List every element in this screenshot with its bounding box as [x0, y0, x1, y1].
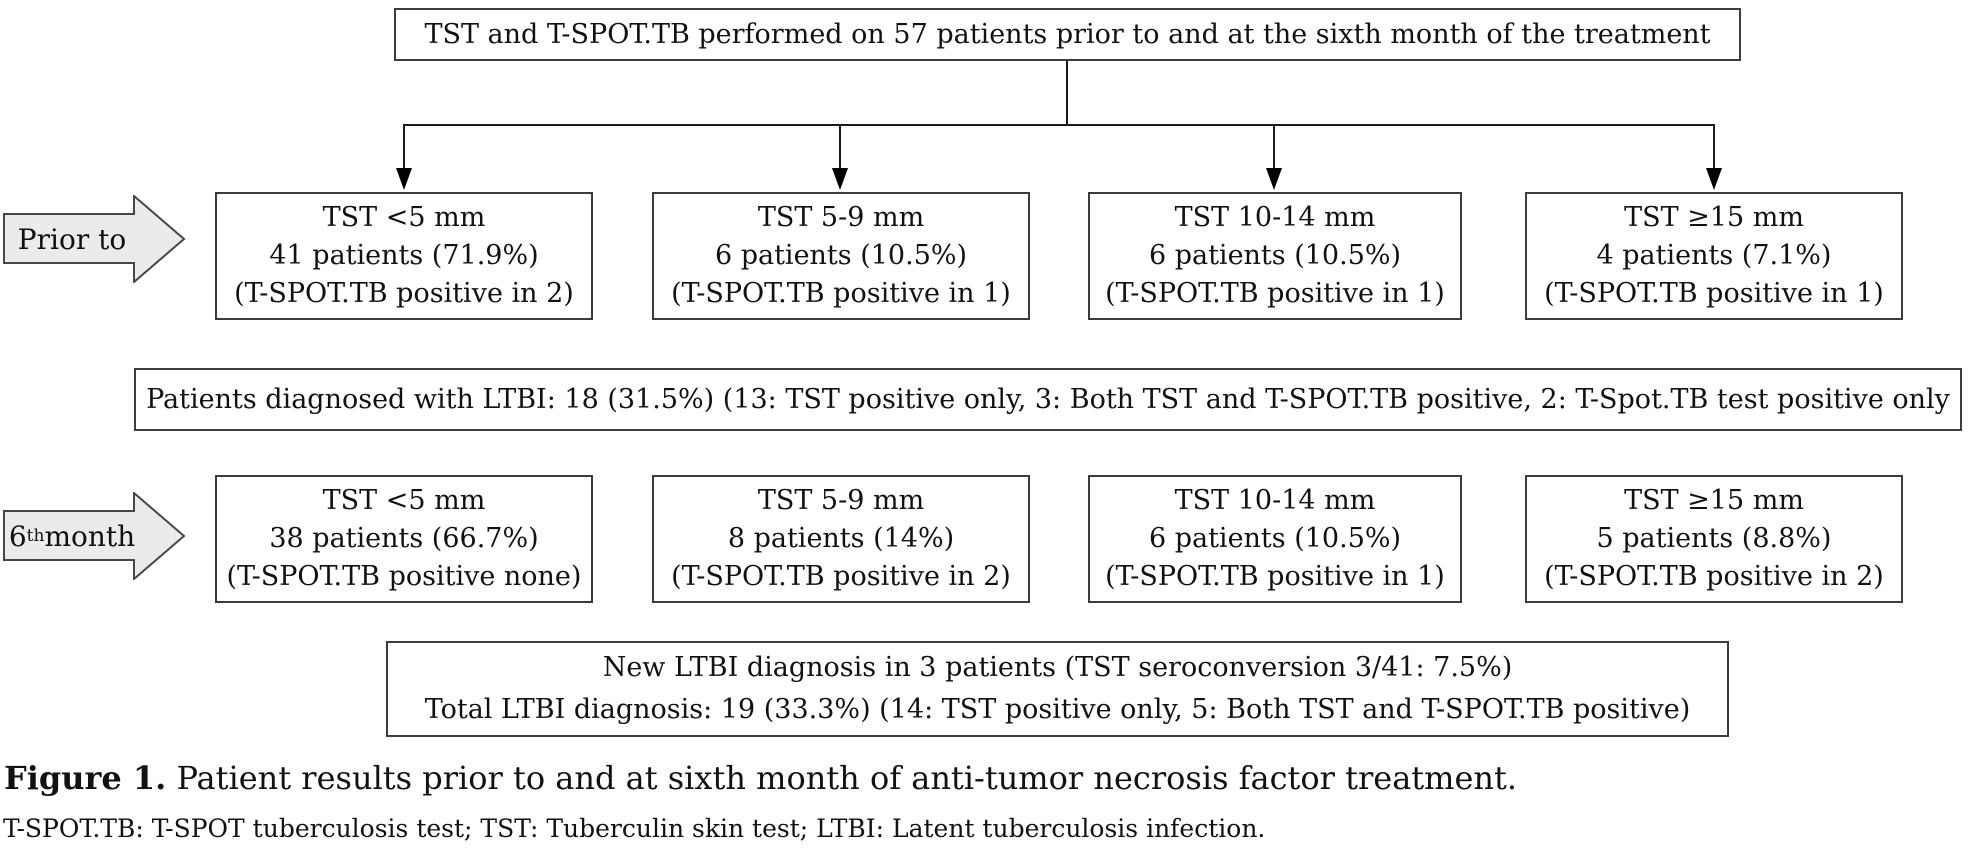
down-arrowhead-icon [1266, 168, 1282, 190]
box-line: (T-SPOT.TB positive in 1) [1105, 278, 1445, 309]
box-line: (T-SPOT.TB positive in 2) [671, 561, 1011, 592]
down-arrowhead-icon [396, 168, 412, 190]
box-line: TST 5-9 mm [757, 202, 925, 233]
right-block-arrow-icon [3, 492, 186, 580]
box-line: 6 patients (10.5%) [1148, 240, 1402, 271]
top-summary-box: TST and T-SPOT.TB performed on 57 patien… [394, 8, 1741, 61]
ltbi-diagnosis-box: Patients diagnosed with LTBI: 18 (31.5%)… [134, 368, 1962, 431]
box-line: (T-SPOT.TB positive in 1) [1544, 278, 1884, 309]
prior-box-tst-5-9: TST 5-9 mm 6 patients (10.5%) (T-SPOT.TB… [652, 192, 1030, 320]
box-line: TST ≥15 mm [1624, 485, 1804, 516]
sixth-box-tst-10-14: TST 10-14 mm 6 patients (10.5%) (T-SPOT.… [1088, 475, 1462, 603]
down-arrowhead-icon [1706, 168, 1722, 190]
box-line: TST <5 mm [322, 485, 486, 516]
figure-caption-label: Figure 1. [4, 759, 167, 797]
box-line: TST ≥15 mm [1624, 202, 1804, 233]
ltbi-diagnosis-text: Patients diagnosed with LTBI: 18 (31.5%)… [146, 383, 1950, 415]
connector-stem-2 [839, 124, 841, 170]
connector-stem-1 [403, 124, 405, 170]
total-ltbi-line: Total LTBI diagnosis: 19 (33.3%) (14: TS… [424, 694, 1691, 725]
box-line: TST <5 mm [322, 202, 486, 233]
box-line: 5 patients (8.8%) [1596, 523, 1832, 554]
down-arrowhead-icon [832, 168, 848, 190]
box-line: (T-SPOT.TB positive in 2) [1544, 561, 1884, 592]
connector-stem-3 [1273, 124, 1275, 170]
box-line: TST 10-14 mm [1174, 202, 1376, 233]
right-block-arrow-icon [3, 195, 186, 283]
prior-box-tst-lt5: TST <5 mm 41 patients (71.9%) (T-SPOT.TB… [215, 192, 593, 320]
sixth-box-tst-5-9: TST 5-9 mm 8 patients (14%) (T-SPOT.TB p… [652, 475, 1030, 603]
prior-box-tst-10-14: TST 10-14 mm 6 patients (10.5%) (T-SPOT.… [1088, 192, 1462, 320]
box-line: (T-SPOT.TB positive in 1) [1105, 561, 1445, 592]
total-ltbi-box: New LTBI diagnosis in 3 patients (TST se… [386, 641, 1729, 737]
sixth-box-tst-lt5: TST <5 mm 38 patients (66.7%) (T-SPOT.TB… [215, 475, 593, 603]
box-line: TST 10-14 mm [1174, 485, 1376, 516]
box-line: (T-SPOT.TB positive none) [226, 561, 582, 592]
sixth-month-number: 6 [8, 519, 27, 553]
box-line: 8 patients (14%) [727, 523, 955, 554]
box-line: 4 patients (7.1%) [1596, 240, 1832, 271]
new-ltbi-line: New LTBI diagnosis in 3 patients (TST se… [602, 652, 1513, 683]
connector-stem-4 [1713, 124, 1715, 170]
prior-to-block-arrow: Prior to [3, 195, 186, 283]
figure-caption: Figure 1. Patient results prior to and a… [4, 758, 1517, 798]
box-line: 6 patients (10.5%) [714, 240, 968, 271]
box-line: 6 patients (10.5%) [1148, 523, 1402, 554]
connector-horizontal-rail [404, 124, 1715, 126]
sixth-box-tst-ge15: TST ≥15 mm 5 patients (8.8%) (T-SPOT.TB … [1525, 475, 1903, 603]
box-line: (T-SPOT.TB positive in 1) [671, 278, 1011, 309]
top-summary-text: TST and T-SPOT.TB performed on 57 patien… [424, 18, 1711, 50]
figure-footnote: T-SPOT.TB: T-SPOT tuberculosis test; TST… [3, 814, 1266, 843]
box-line: (T-SPOT.TB positive in 2) [234, 278, 574, 309]
connector-vertical-center [1066, 61, 1068, 125]
box-line: TST 5-9 mm [757, 485, 925, 516]
sixth-month-word: month [44, 519, 136, 553]
prior-box-tst-ge15: TST ≥15 mm 4 patients (7.1%) (T-SPOT.TB … [1525, 192, 1903, 320]
box-line: 38 patients (66.7%) [269, 523, 539, 554]
box-line: 41 patients (71.9%) [269, 240, 539, 271]
prior-to-label: Prior to [17, 222, 127, 256]
figure-caption-text: Patient results prior to and at sixth mo… [166, 759, 1518, 797]
